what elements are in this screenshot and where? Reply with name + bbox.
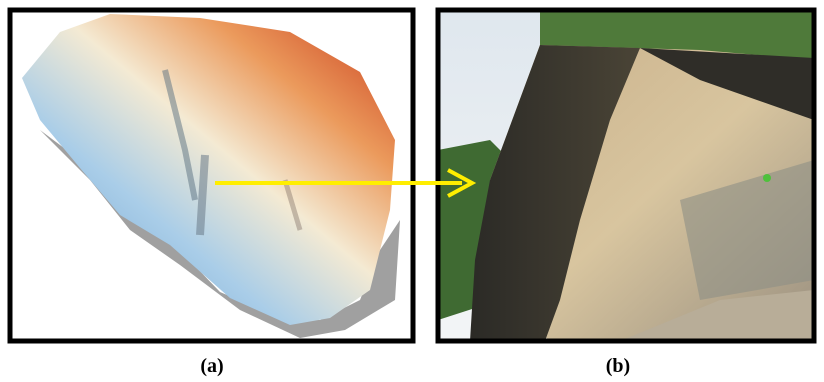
panel-a: (a) xyxy=(10,10,413,377)
model-gully xyxy=(200,155,205,235)
person xyxy=(763,174,771,182)
panel-label: (a) xyxy=(200,355,223,377)
figure: (a) (b) xyxy=(0,0,824,382)
panel-label: (b) xyxy=(606,355,630,377)
panel-b: (b) xyxy=(438,10,814,377)
page: (a) (b) (() => { const data = JSON.parse… xyxy=(0,0,824,382)
